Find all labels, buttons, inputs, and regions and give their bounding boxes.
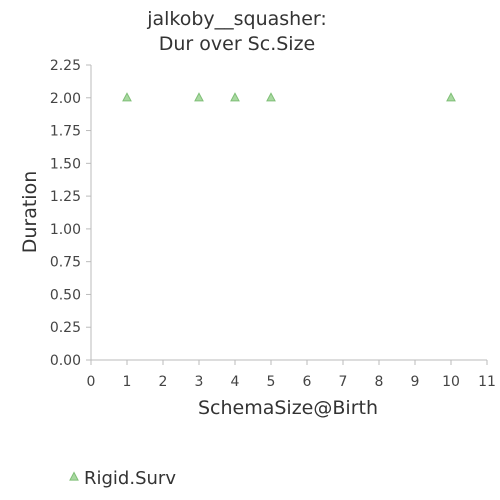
data-point xyxy=(194,92,204,102)
x-tick-label: 5 xyxy=(267,374,276,390)
y-tick-label: 0.25 xyxy=(50,320,81,336)
x-tick-label: 3 xyxy=(195,374,204,390)
y-tick-label: 1.25 xyxy=(50,189,81,205)
chart-title-line-1: jalkoby__squasher: xyxy=(146,8,327,30)
y-tick-label: 1.00 xyxy=(50,222,81,238)
data-point xyxy=(266,92,276,102)
legend-triangle-icon xyxy=(69,471,79,481)
y-tick-label: 0.00 xyxy=(50,353,81,369)
y-tick-label: 0.75 xyxy=(50,255,81,271)
x-tick-label: 11 xyxy=(478,374,496,390)
y-tick-label: 2.25 xyxy=(50,58,81,74)
data-point xyxy=(230,92,240,102)
x-tick-label: 9 xyxy=(411,374,420,390)
data-point xyxy=(122,92,132,102)
y-tick-label: 0.50 xyxy=(50,287,81,303)
legend-marker-triangle-icon xyxy=(69,471,79,481)
x-tick-label: 1 xyxy=(123,374,132,390)
x-ticks: 0 1 2 3 4 5 6 7 8 9 10 11 xyxy=(87,360,496,390)
y-axis-label: Duration xyxy=(19,171,41,254)
x-tick-label: 7 xyxy=(339,374,348,390)
x-tick-label: 0 xyxy=(87,374,96,390)
data-points xyxy=(122,92,456,102)
y-ticks: 0.00 0.25 0.50 0.75 1.00 1.25 1.50 1.75 2.00 2.25 xyxy=(50,58,91,369)
plot-area: 0.00 0.25 0.50 0.75 1.00 1.25 1.50 1.75 2.00 2.25… xyxy=(50,58,496,390)
x-tick-label: 6 xyxy=(303,374,312,390)
x-tick-label: 4 xyxy=(231,374,240,390)
legend-label: Rigid.Surv xyxy=(84,468,176,489)
x-tick-label: 10 xyxy=(442,374,460,390)
legend: Rigid.Surv xyxy=(69,468,176,489)
x-tick-label: 2 xyxy=(159,374,168,390)
y-tick-label: 1.50 xyxy=(50,156,81,172)
x-axis-label: SchemaSize@Birth xyxy=(198,397,378,419)
y-tick-label: 1.75 xyxy=(50,124,81,140)
y-tick-label: 2.00 xyxy=(50,91,81,107)
chart-title-line-2: Dur over Sc.Size xyxy=(159,33,315,55)
x-tick-label: 8 xyxy=(375,374,384,390)
data-point xyxy=(446,92,456,102)
